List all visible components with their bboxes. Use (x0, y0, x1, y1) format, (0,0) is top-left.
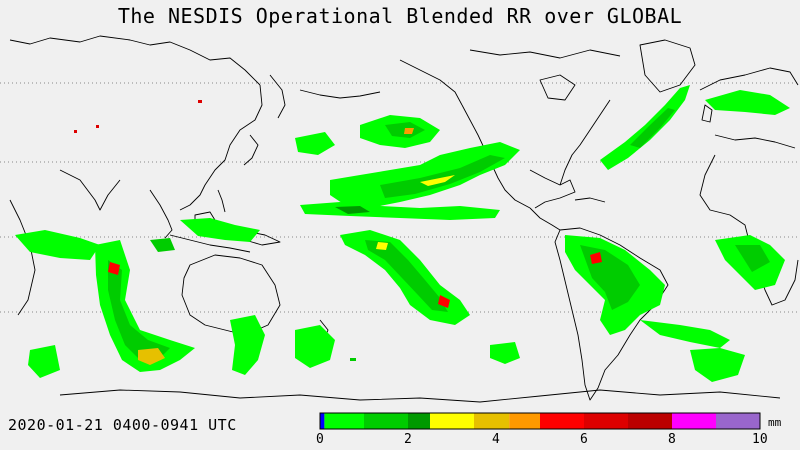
coastline-philippines (217, 189, 226, 213)
coastline-greenland (639, 39, 696, 93)
precip-band (380, 155, 505, 198)
coastline-india (59, 169, 121, 211)
colorbar-bin (320, 413, 325, 429)
precip-band (300, 202, 500, 220)
precip-band (295, 132, 335, 155)
precip-band (590, 252, 602, 264)
precip-band (108, 262, 120, 275)
colorbar (319, 412, 761, 430)
precip-band (735, 245, 770, 272)
precip-band (150, 238, 175, 252)
precip-speck (96, 125, 99, 128)
precipitation-field (15, 85, 790, 382)
coastline-south-america (554, 227, 669, 401)
colorbar-tick-label: 8 (668, 432, 676, 447)
precip-band (295, 325, 335, 368)
precip-band (490, 342, 520, 364)
coastline-hudson-bay (539, 74, 576, 101)
timestamp-label: 2020-01-21 0400-0941 UTC (8, 416, 237, 434)
precip-speck (74, 130, 77, 133)
colorbar-tick-label: 10 (752, 432, 768, 447)
colorbar-bin (408, 413, 430, 429)
coastline-asia-north (9, 35, 261, 86)
precip-band (108, 260, 170, 360)
precip-band (15, 230, 100, 260)
coastline-aleutians (299, 89, 381, 99)
precip-band (690, 348, 745, 382)
precip-band (376, 242, 388, 250)
coastline-japan (243, 134, 259, 166)
colorbar-bin (364, 413, 408, 429)
coastline-caribbean (574, 197, 606, 203)
colorbar-tick-label: 2 (404, 432, 412, 447)
precip-speck (198, 100, 202, 103)
colorbar-unit: mm (768, 416, 782, 429)
coastline-north-america-arctic (469, 49, 621, 59)
precipitation-map (0, 35, 800, 403)
colorbar-bin (716, 413, 760, 429)
precip-band (705, 90, 790, 115)
colorbar-bin (540, 413, 584, 429)
colorbar-bin (430, 413, 474, 429)
coastline-europe (699, 67, 799, 91)
coastline-indonesia (169, 234, 251, 253)
colorbar-bin (628, 413, 672, 429)
precip-band (330, 142, 520, 208)
coastline-indochina (149, 189, 173, 239)
colorbar-frame (319, 412, 761, 430)
precip-band (640, 320, 730, 348)
colorbar-bin (474, 413, 510, 429)
precip-band (365, 240, 448, 312)
coastline-antarctica (59, 389, 781, 403)
coastline-alaska (399, 59, 463, 106)
precip-band (335, 206, 370, 214)
colorbar-bin (509, 413, 540, 429)
precip-band (138, 348, 165, 365)
coastline-kamchatka (269, 74, 286, 119)
precip-band (420, 175, 455, 186)
coastline-uk (701, 104, 713, 123)
coastline-central-america (529, 207, 561, 231)
coastline-na-east (559, 99, 611, 186)
precip-band (28, 345, 60, 378)
coastline-africa-east (9, 199, 36, 316)
colorbar-bin (584, 413, 628, 429)
colorbar-tick-label: 4 (492, 432, 500, 447)
precip-band (180, 218, 260, 242)
precip-band (404, 128, 414, 134)
coastline-gulf-mexico (529, 169, 576, 209)
precip-speck (350, 358, 356, 361)
colorbar-bin (672, 413, 716, 429)
colorbar-bin (324, 413, 364, 429)
precip-band (230, 315, 265, 375)
precip-band (600, 85, 690, 170)
precip-band (438, 295, 450, 308)
coastline-mediterranean (714, 134, 796, 149)
precip-band (630, 108, 675, 148)
latitude-gridlines (0, 82, 800, 313)
coastline-east-asia (179, 84, 263, 211)
colorbar-tick-label: 0 (316, 432, 324, 447)
colorbar-tick-label: 6 (580, 432, 588, 447)
map-title: The NESDIS Operational Blended RR over G… (117, 4, 683, 28)
